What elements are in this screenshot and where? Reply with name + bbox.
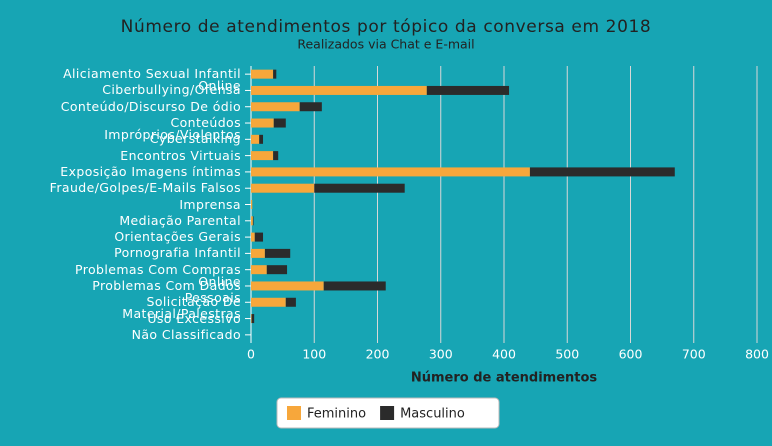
bar-segment xyxy=(254,232,264,242)
y-tick-label: Ciberbullying/Ofensa xyxy=(102,82,241,98)
bar-segment xyxy=(251,216,253,226)
bar-segment xyxy=(251,297,286,307)
y-tick-label: Imprensa xyxy=(179,196,241,212)
bar-segment xyxy=(251,314,252,324)
bar-segment xyxy=(264,248,291,258)
y-tick-label: Aliciamento Sexual Infantil Online xyxy=(63,66,241,94)
bar-segment xyxy=(259,134,264,144)
legend-label: Masculino xyxy=(400,407,465,422)
y-tick-label: Orientações Gerais xyxy=(114,229,241,245)
bar-segment xyxy=(299,102,322,112)
bar-segment xyxy=(529,167,675,177)
y-tick-label: Exposição Imagens íntimas xyxy=(60,163,241,179)
legend-swatch xyxy=(380,406,395,420)
y-tick-label: Problemas Com Compras Online xyxy=(75,261,241,289)
bar-segment xyxy=(251,151,274,161)
y-tick-label: Cyberstalking xyxy=(149,131,241,147)
bar-segment xyxy=(251,248,265,258)
bar-segment xyxy=(251,200,253,209)
y-tick-label: Encontros Virtuais xyxy=(120,147,241,163)
x-tick-label: 600 xyxy=(619,347,643,362)
bar-segment xyxy=(314,183,405,193)
bar-segment xyxy=(251,314,255,324)
bar-segment xyxy=(251,85,427,95)
bar-segment xyxy=(251,102,300,112)
bar-segment xyxy=(273,118,286,128)
bar-segment xyxy=(251,167,530,177)
bar-segment xyxy=(273,151,279,161)
y-tick-label: Conteúdo/Discurso De ódio xyxy=(60,98,241,114)
y-tick-label: Solicitação De Material/Palestras xyxy=(122,294,241,322)
bar-segment xyxy=(285,297,296,307)
y-tick-label: Mediação Parental xyxy=(119,212,241,228)
chart-title: Número de atendimentos por tópico da con… xyxy=(121,17,652,37)
bar-segment xyxy=(251,281,324,291)
y-tick-label: Não Classificado xyxy=(131,326,241,342)
x-tick-label: 800 xyxy=(745,347,769,362)
bar-segment xyxy=(251,69,274,79)
y-tick-label: Fraude/Golpes/E-Mails Falsos xyxy=(49,180,241,196)
bar-segment xyxy=(266,265,288,275)
y-tick-label: Pornografia Infantil xyxy=(114,245,241,261)
x-tick-label: 700 xyxy=(682,347,706,362)
bar-segment xyxy=(273,69,277,79)
legend-label: Feminino xyxy=(307,407,366,422)
bar-segment xyxy=(252,216,254,226)
x-axis-label: Número de atendimentos xyxy=(411,371,598,386)
y-tick-label: Uso Excessivo xyxy=(147,310,241,326)
bar-segment xyxy=(251,118,274,128)
bar-segment xyxy=(251,232,255,242)
x-tick-label: 500 xyxy=(555,347,579,362)
y-tick-label: Problemas Com Dados Pessoais xyxy=(92,277,241,305)
x-tick-label: 400 xyxy=(492,347,516,362)
x-tick-label: 100 xyxy=(302,347,326,362)
bar-segment xyxy=(251,183,315,193)
chart-subtitle: Realizados via Chat e E-mail xyxy=(297,37,474,52)
y-tick-label: Conteúdos Impróprios/Violentos xyxy=(104,115,241,143)
bar-segment xyxy=(323,281,386,291)
x-tick-label: 0 xyxy=(247,347,255,362)
bar-segment xyxy=(251,265,267,275)
x-tick-label: 300 xyxy=(429,347,453,362)
legend-swatch xyxy=(287,406,301,420)
bar-segment xyxy=(426,85,510,95)
bar-segment xyxy=(251,134,260,144)
x-tick-label: 200 xyxy=(366,347,390,362)
